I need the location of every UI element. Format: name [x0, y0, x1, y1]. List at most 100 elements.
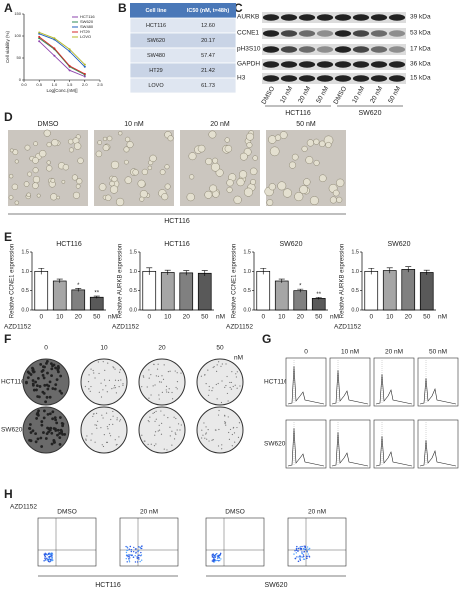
bar — [419, 272, 434, 311]
colony — [90, 439, 92, 441]
cell — [32, 157, 39, 164]
cell — [46, 142, 52, 148]
colony — [51, 387, 55, 390]
event — [130, 548, 132, 551]
error-bar — [297, 288, 304, 293]
x-unit: nM — [216, 314, 225, 321]
cell — [12, 149, 19, 156]
x-tick-label: 1.0 — [52, 82, 58, 87]
colony — [29, 431, 33, 434]
colony — [42, 376, 46, 380]
blot-band — [262, 14, 280, 21]
x-tick-label: 0 — [369, 314, 373, 321]
event — [214, 556, 216, 558]
condition-label: 20 nM — [140, 509, 158, 516]
cell — [291, 153, 299, 161]
event — [218, 557, 220, 559]
cell — [97, 140, 103, 145]
colony — [171, 430, 173, 432]
event — [300, 547, 303, 550]
colony — [44, 437, 48, 440]
colony — [61, 422, 65, 426]
event — [49, 558, 52, 561]
colony — [47, 384, 51, 388]
cell — [102, 144, 110, 152]
panel-label: F — [4, 332, 11, 346]
colony — [101, 414, 103, 416]
table-row-bg — [129, 32, 237, 49]
lane-label: 10 nM — [351, 85, 366, 104]
colony — [39, 436, 43, 440]
colony — [36, 376, 40, 380]
y-tick-label: 1.0 — [351, 269, 359, 275]
event — [303, 558, 306, 560]
event — [129, 545, 131, 548]
colony — [118, 386, 120, 388]
cell — [305, 156, 314, 165]
event — [51, 557, 53, 560]
cell — [332, 189, 340, 197]
event — [45, 553, 47, 556]
colony — [58, 389, 62, 393]
cell — [33, 141, 38, 147]
colony — [147, 443, 149, 446]
x-axis-label: AZD1152 — [226, 324, 253, 331]
colony — [31, 382, 35, 386]
colony — [114, 379, 117, 381]
protein-name: pH3S10 — [237, 46, 261, 53]
event — [213, 558, 215, 561]
colony — [28, 438, 31, 442]
event — [295, 548, 298, 550]
event — [299, 545, 302, 548]
colony — [158, 429, 161, 431]
error-bar — [315, 296, 322, 300]
colony — [114, 385, 116, 387]
colony — [154, 384, 156, 386]
group-label: HCT116 — [285, 110, 311, 117]
colony — [212, 366, 214, 369]
cell — [274, 134, 282, 141]
colony — [176, 388, 178, 390]
legend-label: HT29 — [80, 29, 91, 34]
significance: * — [299, 284, 302, 290]
lane-label: 50 nM — [315, 85, 330, 104]
x-tick-label: 0 — [39, 314, 43, 321]
blot-band — [352, 30, 370, 37]
cell — [67, 138, 74, 145]
colony — [102, 361, 104, 363]
colony — [221, 380, 223, 382]
blot-band — [388, 30, 406, 37]
colony — [88, 374, 90, 376]
colony — [103, 379, 106, 381]
colony — [119, 371, 121, 373]
condition-label: DMSO — [38, 121, 60, 128]
bar — [179, 272, 194, 311]
event — [299, 547, 301, 549]
cell — [43, 129, 51, 137]
error-bar — [146, 267, 153, 275]
colony — [141, 434, 143, 436]
bar — [197, 272, 212, 311]
blot-band — [298, 75, 316, 82]
event — [297, 547, 300, 550]
cell — [306, 139, 314, 147]
row-label: HCT116 — [1, 379, 25, 386]
blot-band — [352, 14, 370, 21]
colony — [98, 391, 100, 393]
colony — [59, 374, 63, 378]
colony — [231, 433, 233, 436]
cell — [224, 137, 230, 143]
molecular-weight: 53 kDa — [410, 30, 431, 37]
event — [47, 553, 50, 555]
x-tick-label: 2.0 — [82, 82, 88, 87]
colony — [216, 398, 218, 400]
table-cell: LOVO — [148, 83, 164, 89]
colony — [226, 375, 228, 378]
colony — [155, 375, 157, 377]
cell — [123, 146, 130, 153]
protein-name: H3 — [237, 75, 246, 82]
colony — [43, 409, 46, 413]
colony — [119, 369, 121, 371]
histogram-frame — [373, 419, 415, 469]
histogram-frame — [417, 419, 459, 469]
